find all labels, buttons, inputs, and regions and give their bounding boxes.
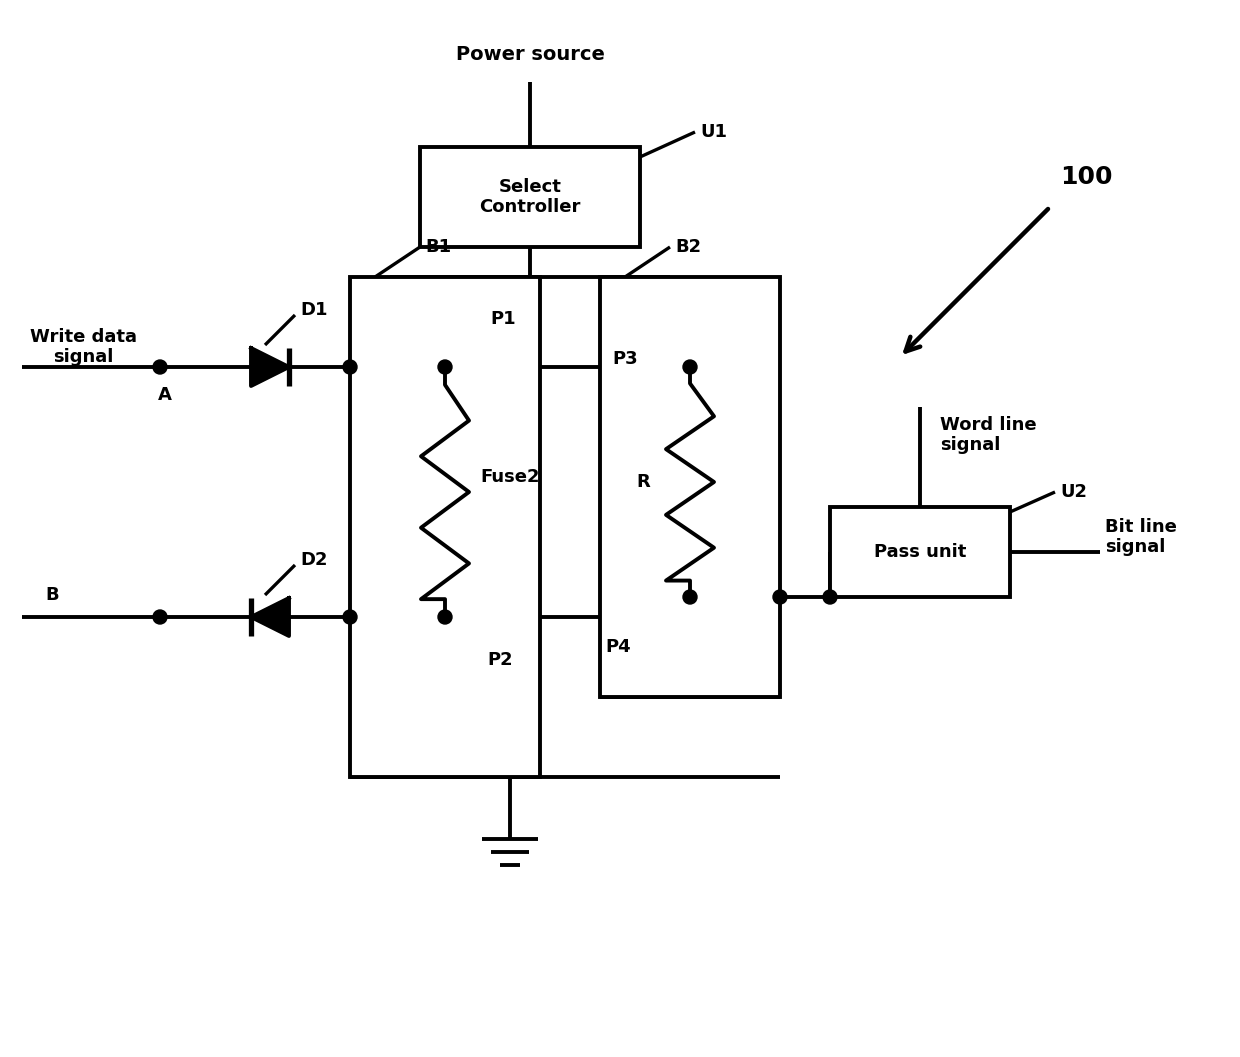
Polygon shape (250, 598, 289, 636)
Text: Fuse2: Fuse2 (480, 468, 539, 486)
Bar (600, 277, 780, 697)
Circle shape (773, 590, 787, 604)
Bar (420, 147, 640, 247)
Text: Write data
signal: Write data signal (30, 328, 136, 367)
Circle shape (438, 610, 453, 624)
Text: P2: P2 (487, 651, 512, 669)
Circle shape (823, 590, 837, 604)
Text: B2: B2 (675, 238, 701, 256)
Circle shape (343, 610, 357, 624)
Text: B1: B1 (425, 238, 451, 256)
Text: P1: P1 (490, 310, 516, 328)
Polygon shape (250, 348, 289, 386)
Circle shape (438, 360, 453, 374)
Text: P4: P4 (605, 638, 631, 656)
Text: Power source: Power source (455, 45, 604, 64)
Text: 100: 100 (1060, 165, 1112, 189)
Text: A: A (157, 386, 172, 404)
Text: R: R (636, 472, 650, 492)
Text: U2: U2 (1060, 483, 1087, 501)
Text: Bit line
signal: Bit line signal (1105, 518, 1177, 556)
Circle shape (683, 590, 697, 604)
Bar (830, 507, 1011, 597)
Circle shape (683, 360, 697, 374)
Text: P3: P3 (613, 350, 637, 368)
Circle shape (153, 610, 167, 624)
Text: Select
Controller: Select Controller (480, 178, 580, 217)
Text: U1: U1 (701, 123, 727, 141)
Text: Word line
signal: Word line signal (940, 415, 1037, 455)
Text: D1: D1 (300, 301, 327, 319)
Circle shape (343, 360, 357, 374)
Circle shape (153, 360, 167, 374)
Bar (350, 277, 539, 777)
Text: Pass unit: Pass unit (874, 543, 966, 561)
Text: D2: D2 (300, 551, 327, 569)
Text: B: B (45, 586, 58, 604)
